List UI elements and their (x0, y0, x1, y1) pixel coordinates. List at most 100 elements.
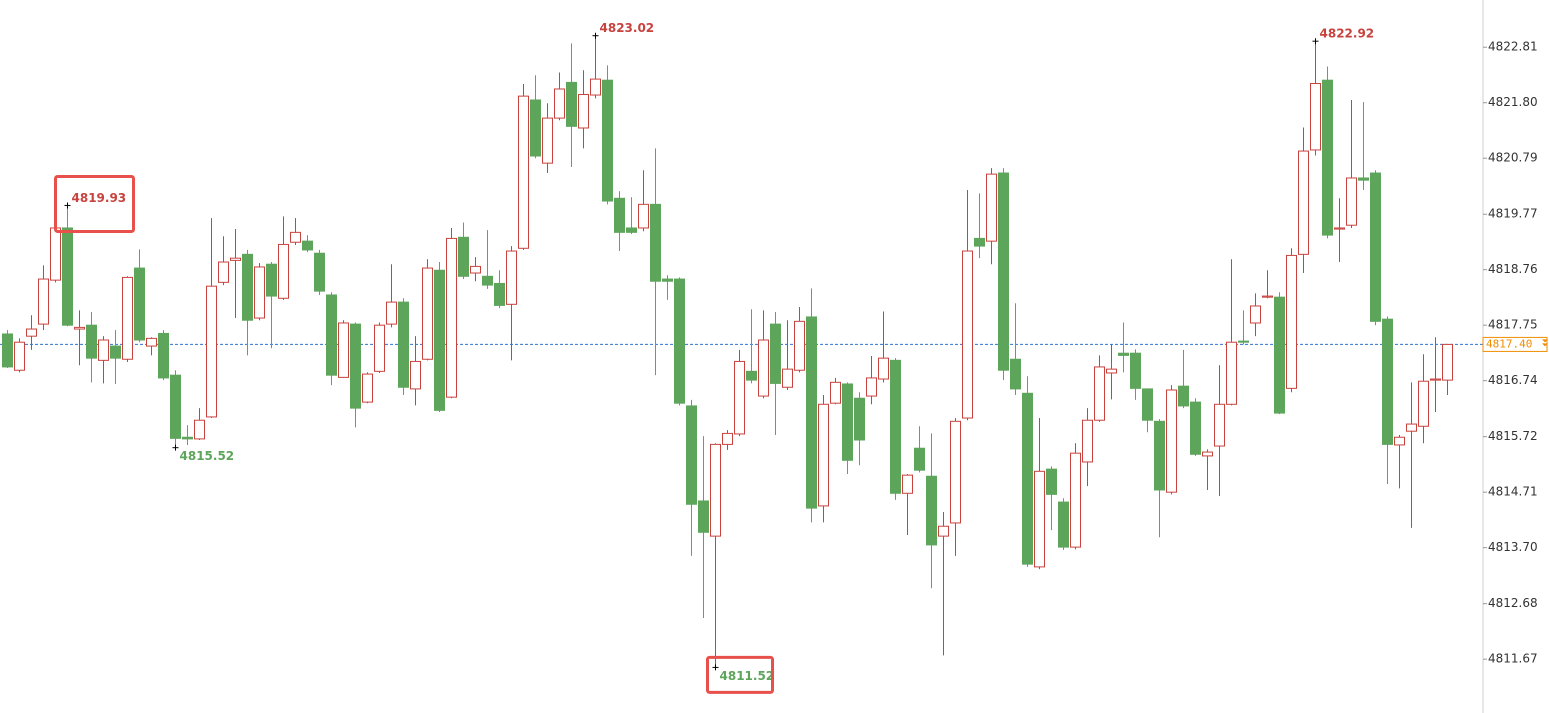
candle-body-down (1058, 501, 1069, 548)
candle-body-up (98, 339, 109, 361)
candle-body-down (602, 79, 613, 202)
candle-body-up (830, 381, 841, 404)
highlight-box (706, 655, 774, 694)
candle-body-down (890, 359, 901, 494)
highlight-box (54, 174, 135, 233)
candle-body-up (878, 357, 889, 380)
candle-body-down (1274, 296, 1285, 414)
candle-body-up (1334, 227, 1345, 230)
candle-body-up (422, 267, 433, 360)
candle-body-down (242, 253, 253, 321)
candle-body-up (1070, 452, 1081, 548)
candle-body-up (1310, 82, 1321, 151)
candle-body-up (782, 368, 793, 388)
candle-body-up (1034, 470, 1045, 568)
candle-body-up (470, 265, 481, 274)
candle-body-up (1214, 403, 1225, 447)
candle-body-down (530, 99, 541, 157)
candle-body-down (674, 278, 685, 404)
candle-body-down (182, 436, 193, 440)
candle-body-up (986, 173, 997, 242)
candle-body-down (170, 374, 181, 439)
y-tick-label: 4812.68 (1488, 596, 1538, 610)
candle-body-down (1010, 358, 1021, 390)
candle-body-up (950, 420, 961, 524)
candle-body-up (518, 95, 529, 249)
candle-body-down (314, 252, 325, 292)
candle-body-down (482, 275, 493, 286)
candle-body-up (554, 88, 565, 119)
candle-body-up (254, 266, 265, 319)
candle-body-up (638, 203, 649, 229)
candle-body-down (1238, 340, 1249, 343)
candle-body-up (1202, 451, 1213, 457)
y-tick-label: 4816.74 (1488, 373, 1538, 387)
candle-body-down (650, 203, 661, 282)
candle-body-down (134, 267, 145, 341)
candle-body-down (1154, 420, 1165, 491)
candle-body-up (1106, 368, 1117, 374)
candle-body-up (14, 341, 25, 371)
y-tick-label: 4813.70 (1488, 540, 1538, 554)
candle-body-down (998, 172, 1009, 371)
candle-body-down (2, 333, 13, 368)
candle-body-down (1190, 401, 1201, 455)
y-tick-label: 4820.79 (1488, 151, 1538, 165)
candle-body-down (854, 397, 865, 441)
candle-body-up (710, 443, 721, 537)
candle-body-down (62, 227, 73, 326)
extreme-label: 4819.93 (72, 191, 127, 205)
candle-body-down (1382, 318, 1393, 445)
extreme-label: 4811.52 (720, 669, 775, 683)
candle-body-up (938, 525, 949, 537)
candle-body-down (662, 278, 673, 282)
candle-body-up (1082, 419, 1093, 463)
candle-body-down (1370, 172, 1381, 322)
candle-body-down (806, 316, 817, 509)
candle-body-down (770, 323, 781, 384)
candle-body-up (902, 474, 913, 494)
y-tick-label: 4819.77 (1488, 207, 1538, 221)
candle-body-down (110, 345, 121, 359)
candle-body-up (590, 78, 601, 96)
candle-body-down (86, 324, 97, 359)
candle-body-up (50, 227, 61, 281)
candle-body-up (542, 117, 553, 164)
candle-body-up (1418, 380, 1429, 427)
y-tick-label: 4821.80 (1488, 95, 1538, 109)
extreme-label: 4822.92 (1320, 27, 1375, 41)
candle-body-up (218, 261, 229, 283)
candle-body-up (38, 278, 49, 325)
candle-body-up (290, 231, 301, 243)
y-tick-label: 4817.75 (1488, 318, 1538, 332)
candle-body-down (350, 323, 361, 409)
candle-body-down (974, 237, 985, 247)
candle-body-up (758, 339, 769, 397)
candle-body-up (1286, 254, 1297, 389)
candle-body-up (194, 419, 205, 440)
candle-body-up (26, 328, 37, 337)
candle-body-up (206, 285, 217, 418)
last-price-arrow (1542, 339, 1548, 347)
candle-body-up (1442, 343, 1453, 381)
candle-body-up (866, 377, 877, 397)
candle-body-up (362, 373, 373, 403)
candle-body-down (266, 263, 277, 297)
candle-body-down (614, 197, 625, 233)
candle-body-up (338, 322, 349, 378)
candle-body-down (1022, 392, 1033, 565)
candle-body-up (410, 360, 421, 390)
candle-body-up (818, 403, 829, 507)
candle-body-down (842, 383, 853, 461)
candle-body-down (158, 332, 169, 379)
candle-body-up (230, 257, 241, 261)
candle-body-down (1118, 352, 1129, 356)
candle-body-down (398, 301, 409, 388)
candle-body-up (1094, 366, 1105, 421)
candle-body-down (1046, 468, 1057, 495)
candle-body-down (434, 269, 445, 411)
candle-body-up (1250, 305, 1261, 324)
candle-body-up (962, 250, 973, 419)
candle-body-down (914, 447, 925, 471)
